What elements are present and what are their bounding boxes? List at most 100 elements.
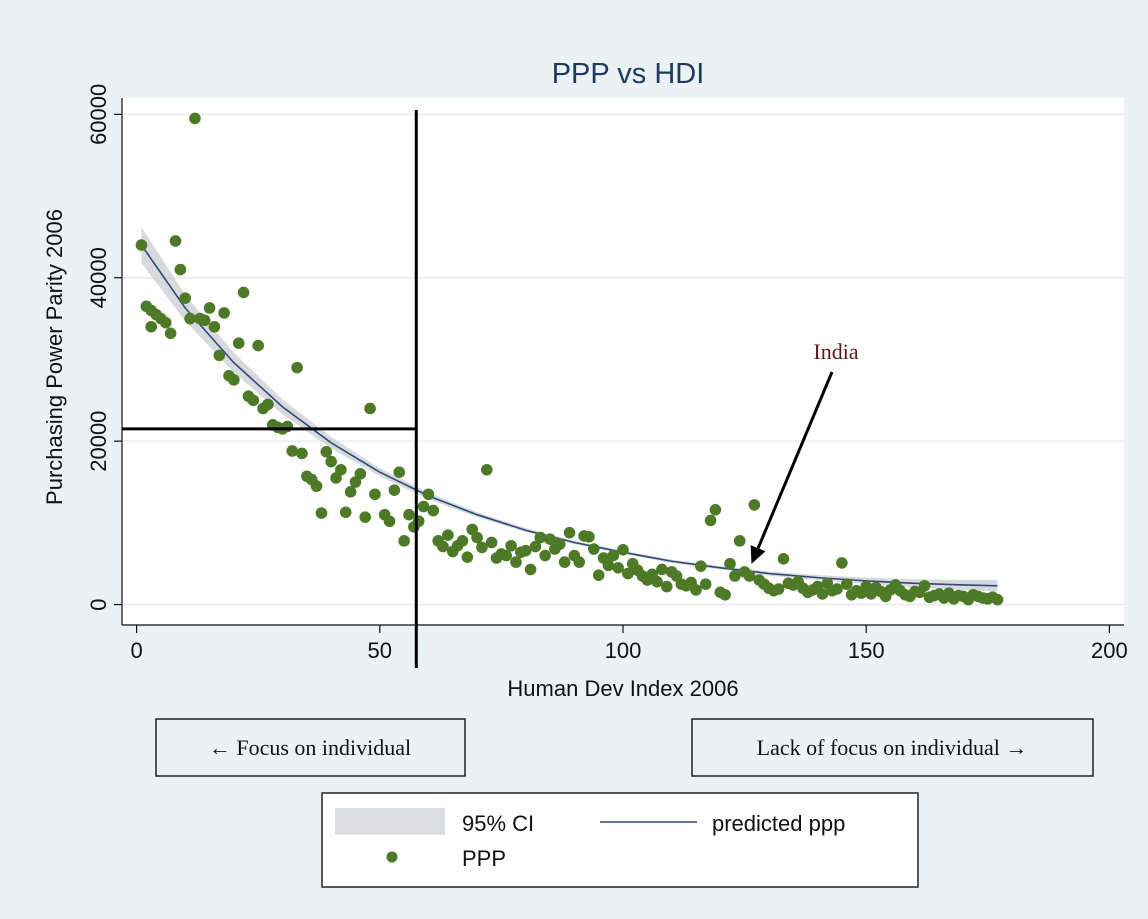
ppp-point: [461, 551, 474, 563]
ppp-point: [203, 302, 216, 314]
caption-left-text: ← Focus on individual: [209, 735, 411, 760]
ppp-point: [529, 540, 542, 553]
ppp-point: [719, 588, 731, 601]
ppp-point: [656, 563, 668, 576]
ppp-point: [252, 339, 264, 352]
ppp-point: [724, 557, 736, 570]
ppp-point: [427, 504, 440, 517]
ppp-point: [145, 320, 157, 333]
ppp-point: [339, 506, 352, 519]
caption-right-text: Lack of focus on individual →: [757, 735, 1028, 760]
ppp-point: [393, 466, 406, 479]
ppp-point: [519, 544, 532, 557]
ppp-point: [232, 337, 245, 349]
ppp-point: [296, 447, 308, 460]
ppp-point: [291, 361, 303, 374]
ppp-point: [213, 349, 226, 362]
ppp-point: [437, 540, 449, 553]
india-arrow-shaft: [753, 371, 834, 558]
ppp-point: [733, 535, 746, 547]
ppp-points: [135, 112, 1004, 606]
ppp-point: [836, 557, 848, 569]
y-axis-label: Purchasing Power Parity 2006: [42, 209, 67, 505]
ppp-point: [690, 584, 702, 596]
x-axis-label: Human Dev Index 2006: [507, 676, 738, 701]
ppp-point: [505, 539, 517, 552]
ppp-point: [189, 112, 201, 125]
ppp-point: [651, 575, 663, 588]
legend-box: [321, 792, 919, 888]
ppp-point: [704, 514, 717, 527]
ppp-point: [592, 569, 605, 581]
ppp-point: [840, 578, 853, 590]
ppp-point: [403, 508, 415, 521]
legend: 95% CI predicted ppp PPP: [321, 792, 919, 888]
ppp-point: [383, 515, 396, 528]
ppp-point: [699, 578, 712, 590]
ppp-point: [281, 420, 294, 433]
ppp-point: [991, 593, 1004, 606]
ppp-point: [544, 533, 556, 546]
ppp-point: [456, 535, 469, 547]
ppp-point: [471, 531, 483, 544]
ppp-point: [534, 531, 547, 544]
gridlines: [122, 113, 1124, 606]
chart-title: PPP vs HDI: [552, 58, 705, 90]
ppp-point: [583, 530, 595, 543]
ppp-point: [262, 398, 274, 411]
ppp-point: [159, 316, 172, 329]
ppp-point: [184, 312, 196, 325]
x-tick-label: 150: [848, 638, 885, 663]
ppp-point: [335, 463, 347, 476]
y-tick-label: 20000: [86, 411, 111, 472]
ppp-point: [602, 559, 615, 572]
ppp-point: [169, 235, 182, 247]
ppp-point: [539, 549, 551, 562]
ppp-point: [218, 307, 230, 319]
ppp-point: [354, 468, 367, 480]
ppp-point: [563, 526, 576, 539]
ppp-point: [553, 538, 566, 550]
ppp-point: [660, 580, 673, 593]
ppp-point: [237, 286, 250, 299]
ppp-point: [485, 536, 498, 549]
ppp-point: [310, 480, 323, 492]
caption-right-box: [691, 718, 1094, 777]
ppp-point: [743, 570, 756, 582]
ppp-point: [422, 488, 435, 501]
ppp-point: [198, 314, 211, 327]
x-tick-label: 0: [130, 638, 142, 663]
ppp-point: [831, 583, 843, 595]
legend-line-label: predicted ppp: [712, 811, 845, 836]
legend-ci-swatch: [335, 808, 445, 835]
y-tick-label: 0: [86, 598, 111, 610]
y-tick-label: 60000: [86, 84, 111, 145]
ppp-point: [617, 544, 629, 556]
ppp-point: [325, 455, 337, 468]
ppp-point: [412, 515, 425, 528]
ppp-point: [607, 549, 620, 562]
legend-ci-label: 95% CI: [462, 811, 534, 836]
ppp-point: [315, 507, 328, 519]
ppp-point: [476, 541, 488, 554]
ppp-point: [364, 402, 376, 415]
india-arrow-head: [750, 545, 766, 564]
ppp-point: [729, 570, 741, 582]
ppp-point: [524, 563, 537, 576]
ppp-point: [772, 583, 785, 595]
ppp-point: [135, 239, 148, 251]
legend-point-swatch: [386, 851, 398, 863]
ppp-point: [442, 529, 454, 541]
ppp-point: [208, 320, 221, 333]
plot-area: [122, 98, 1124, 625]
ppp-point: [388, 484, 401, 496]
x-tick-label: 100: [605, 638, 642, 663]
x-tick-label: 50: [368, 638, 392, 663]
ppp-point: [918, 579, 931, 592]
ppp-point: [286, 445, 299, 457]
ppp-point: [612, 562, 624, 574]
ppp-point: [164, 327, 177, 340]
ppp-point: [369, 488, 381, 501]
